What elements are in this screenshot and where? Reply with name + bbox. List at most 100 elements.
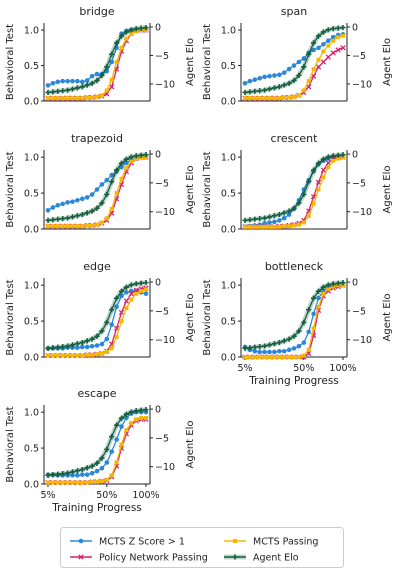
y-tick-label: 0.0: [24, 225, 39, 236]
data-point: [50, 80, 56, 86]
y2-tick-label: −5: [155, 178, 169, 189]
data-point: [325, 282, 331, 288]
data-point: [89, 73, 95, 79]
data-point: [114, 437, 119, 442]
y-tick-label: 0.5: [221, 317, 236, 328]
data-point: [45, 345, 51, 351]
data-point: [118, 160, 125, 166]
panel-span: [238, 23, 350, 102]
data-point: [99, 182, 105, 187]
data-point: [311, 167, 317, 173]
panel-title: escape: [77, 387, 116, 400]
data-point: [242, 345, 248, 351]
data-point: [247, 96, 252, 101]
data-point: [311, 47, 316, 53]
data-point: [129, 159, 134, 164]
data-point: [138, 280, 144, 286]
data-point: [331, 38, 336, 43]
data-point: [80, 96, 85, 101]
data-point: [252, 77, 258, 83]
data-point: [123, 29, 129, 35]
y2-axis-label: Agent Elo: [185, 294, 196, 342]
data-point: [243, 224, 247, 229]
data-point: [118, 309, 125, 316]
data-point: [266, 86, 273, 92]
data-point: [46, 480, 50, 485]
data-point: [277, 355, 282, 359]
data-point: [70, 199, 75, 205]
data-point: [252, 216, 258, 222]
data-point: [133, 26, 139, 32]
y-axis-label: Behavioral Test: [202, 279, 213, 355]
data-point: [119, 45, 124, 50]
data-point: [292, 94, 296, 99]
x-axis-label: Training Progress: [51, 502, 142, 514]
data-point: [306, 51, 312, 57]
data-point: [74, 213, 80, 219]
data-point: [252, 344, 258, 350]
data-point: [85, 352, 90, 357]
data-point: [138, 152, 144, 158]
data-point: [84, 465, 90, 471]
data-point: [330, 153, 336, 159]
data-point: [301, 64, 307, 70]
data-point: [75, 345, 80, 350]
y-tick-label: 0.0: [24, 353, 39, 364]
data-point: [267, 220, 272, 225]
y2-tick-label: −5: [352, 306, 366, 317]
y-tick-label: 1.0: [24, 408, 39, 419]
data-point: [118, 415, 125, 421]
x-tick-label: 100%: [132, 490, 159, 501]
data-point: [281, 70, 287, 75]
data-point: [114, 167, 120, 173]
data-point: [124, 306, 129, 311]
data-point: [99, 341, 105, 347]
data-point: [69, 342, 76, 348]
y-tick-label: 0.5: [24, 444, 39, 455]
legend: [60, 527, 344, 568]
data-point: [55, 344, 61, 350]
data-point: [74, 85, 80, 91]
y-axis-label: Behavioral Test: [5, 151, 16, 227]
data-point: [296, 343, 302, 349]
data-point: [257, 76, 263, 81]
data-point: [277, 218, 282, 223]
data-point: [326, 38, 331, 44]
data-point: [70, 78, 75, 84]
data-point: [276, 84, 282, 90]
data-point: [90, 352, 95, 357]
data-point: [65, 78, 70, 84]
data-point: [291, 77, 297, 84]
data-point: [95, 222, 99, 227]
data-point: [138, 407, 144, 413]
data-point: [262, 215, 268, 221]
data-point: [291, 63, 297, 68]
data-point: [133, 287, 139, 293]
legend-marker: [78, 554, 84, 560]
data-point: [55, 79, 61, 85]
data-point: [252, 355, 257, 359]
y2-tick-label: 0: [352, 150, 358, 161]
y2-tick-label: −10: [352, 79, 372, 90]
data-point: [252, 348, 258, 354]
data-point: [296, 355, 301, 359]
data-point: [79, 84, 85, 90]
data-point: [306, 329, 312, 335]
data-point: [282, 224, 287, 229]
data-point: [75, 224, 80, 229]
data-point: [301, 88, 306, 93]
data-point: [271, 213, 277, 219]
data-point: [124, 290, 129, 295]
data-point: [247, 345, 253, 351]
data-point: [45, 89, 51, 96]
data-point: [45, 208, 51, 213]
data-point: [75, 353, 80, 358]
y2-tick-label: −5: [155, 433, 169, 444]
data-point: [325, 154, 331, 160]
data-point: [133, 408, 139, 414]
data-point: [50, 480, 55, 485]
data-point: [252, 96, 257, 101]
data-point: [335, 47, 341, 53]
data-point: [109, 51, 115, 57]
data-point: [243, 96, 247, 101]
